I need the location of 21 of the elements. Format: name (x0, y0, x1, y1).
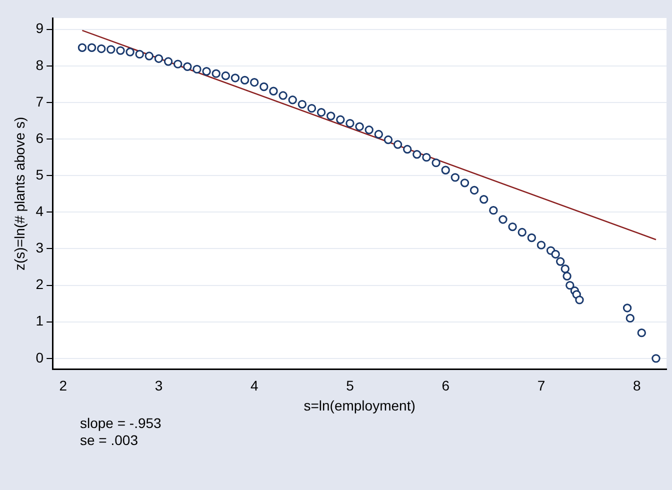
y-tick-label: 6 (36, 130, 44, 146)
x-tick-label: 8 (632, 378, 641, 394)
x-axis-title: s=ln(employment) (304, 397, 416, 414)
y-tick-label: 5 (36, 166, 44, 182)
text: se = .003 (80, 432, 139, 449)
x-tick-label: 7 (537, 378, 546, 394)
y-tick-label: 1 (36, 312, 44, 329)
x-tick-label: 4 (250, 378, 258, 394)
y-tick-label: 3 (36, 240, 44, 256)
y-axis-title: z(s)=ln(# plants above s) (11, 116, 28, 271)
y-tick-label: 4 (36, 203, 44, 220)
y-tick-label: 9 (36, 20, 44, 36)
y-tick-label: 2 (36, 276, 44, 292)
y-tick-label: 0 (36, 349, 44, 366)
x-tick-label: 5 (346, 378, 354, 394)
y-tick-label: 8 (36, 56, 44, 73)
x-tick-label: 2 (59, 378, 68, 394)
text: slope = -.953 (80, 415, 162, 432)
y-tick-label: 7 (36, 93, 44, 110)
x-tick-label: 3 (154, 378, 163, 394)
x-tick-label: 6 (442, 378, 450, 394)
